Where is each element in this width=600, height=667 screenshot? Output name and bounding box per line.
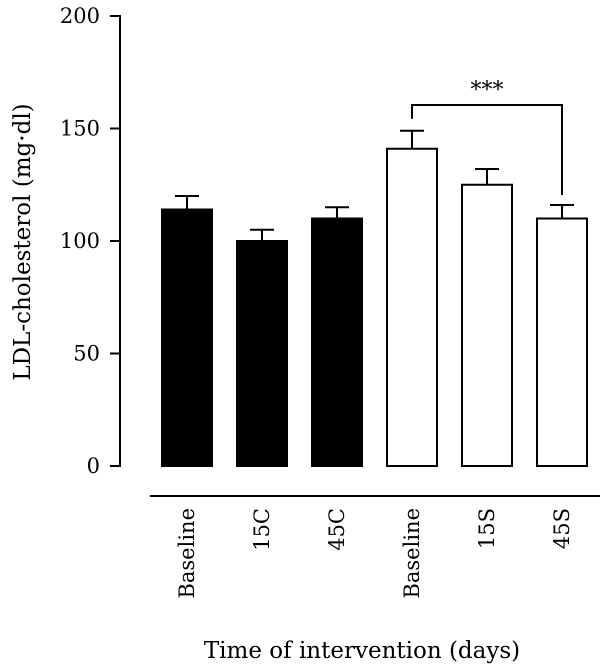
x-tick-labels: Baseline 15C 45C Baseline 15S 45S <box>175 508 574 599</box>
y-axis-title: LDL-cholesterol (mg·dl) <box>10 103 36 380</box>
x-tick-label: Baseline <box>175 508 199 599</box>
significance-bracket: *** <box>411 78 563 195</box>
x-tick-label: Baseline <box>400 508 424 599</box>
x-tick-label: 15C <box>250 508 274 551</box>
bar-1 <box>161 208 213 467</box>
x-tick-label: 45C <box>325 508 349 551</box>
bar-4 <box>386 147 438 467</box>
y-tick-label: 50 <box>73 342 100 366</box>
bar-6 <box>536 217 588 467</box>
error-bars <box>175 129 574 241</box>
x-axis-title: Time of intervention (days) <box>204 638 520 664</box>
bar-5 <box>461 183 513 467</box>
bar-2 <box>236 240 288 467</box>
y-tick-label: 100 <box>60 229 100 253</box>
significance-label: *** <box>471 78 504 103</box>
significance-bracket-line <box>411 104 563 195</box>
y-tick-label: 0 <box>87 454 100 478</box>
x-tick-label: 15S <box>475 508 499 549</box>
x-tick-label: 45S <box>550 508 574 549</box>
y-tick-label: 150 <box>60 117 100 141</box>
bars <box>161 147 588 467</box>
bar-3 <box>311 217 363 467</box>
y-tick-label: 200 <box>60 4 100 28</box>
y-ticks: 0 50 100 150 200 <box>60 4 120 478</box>
